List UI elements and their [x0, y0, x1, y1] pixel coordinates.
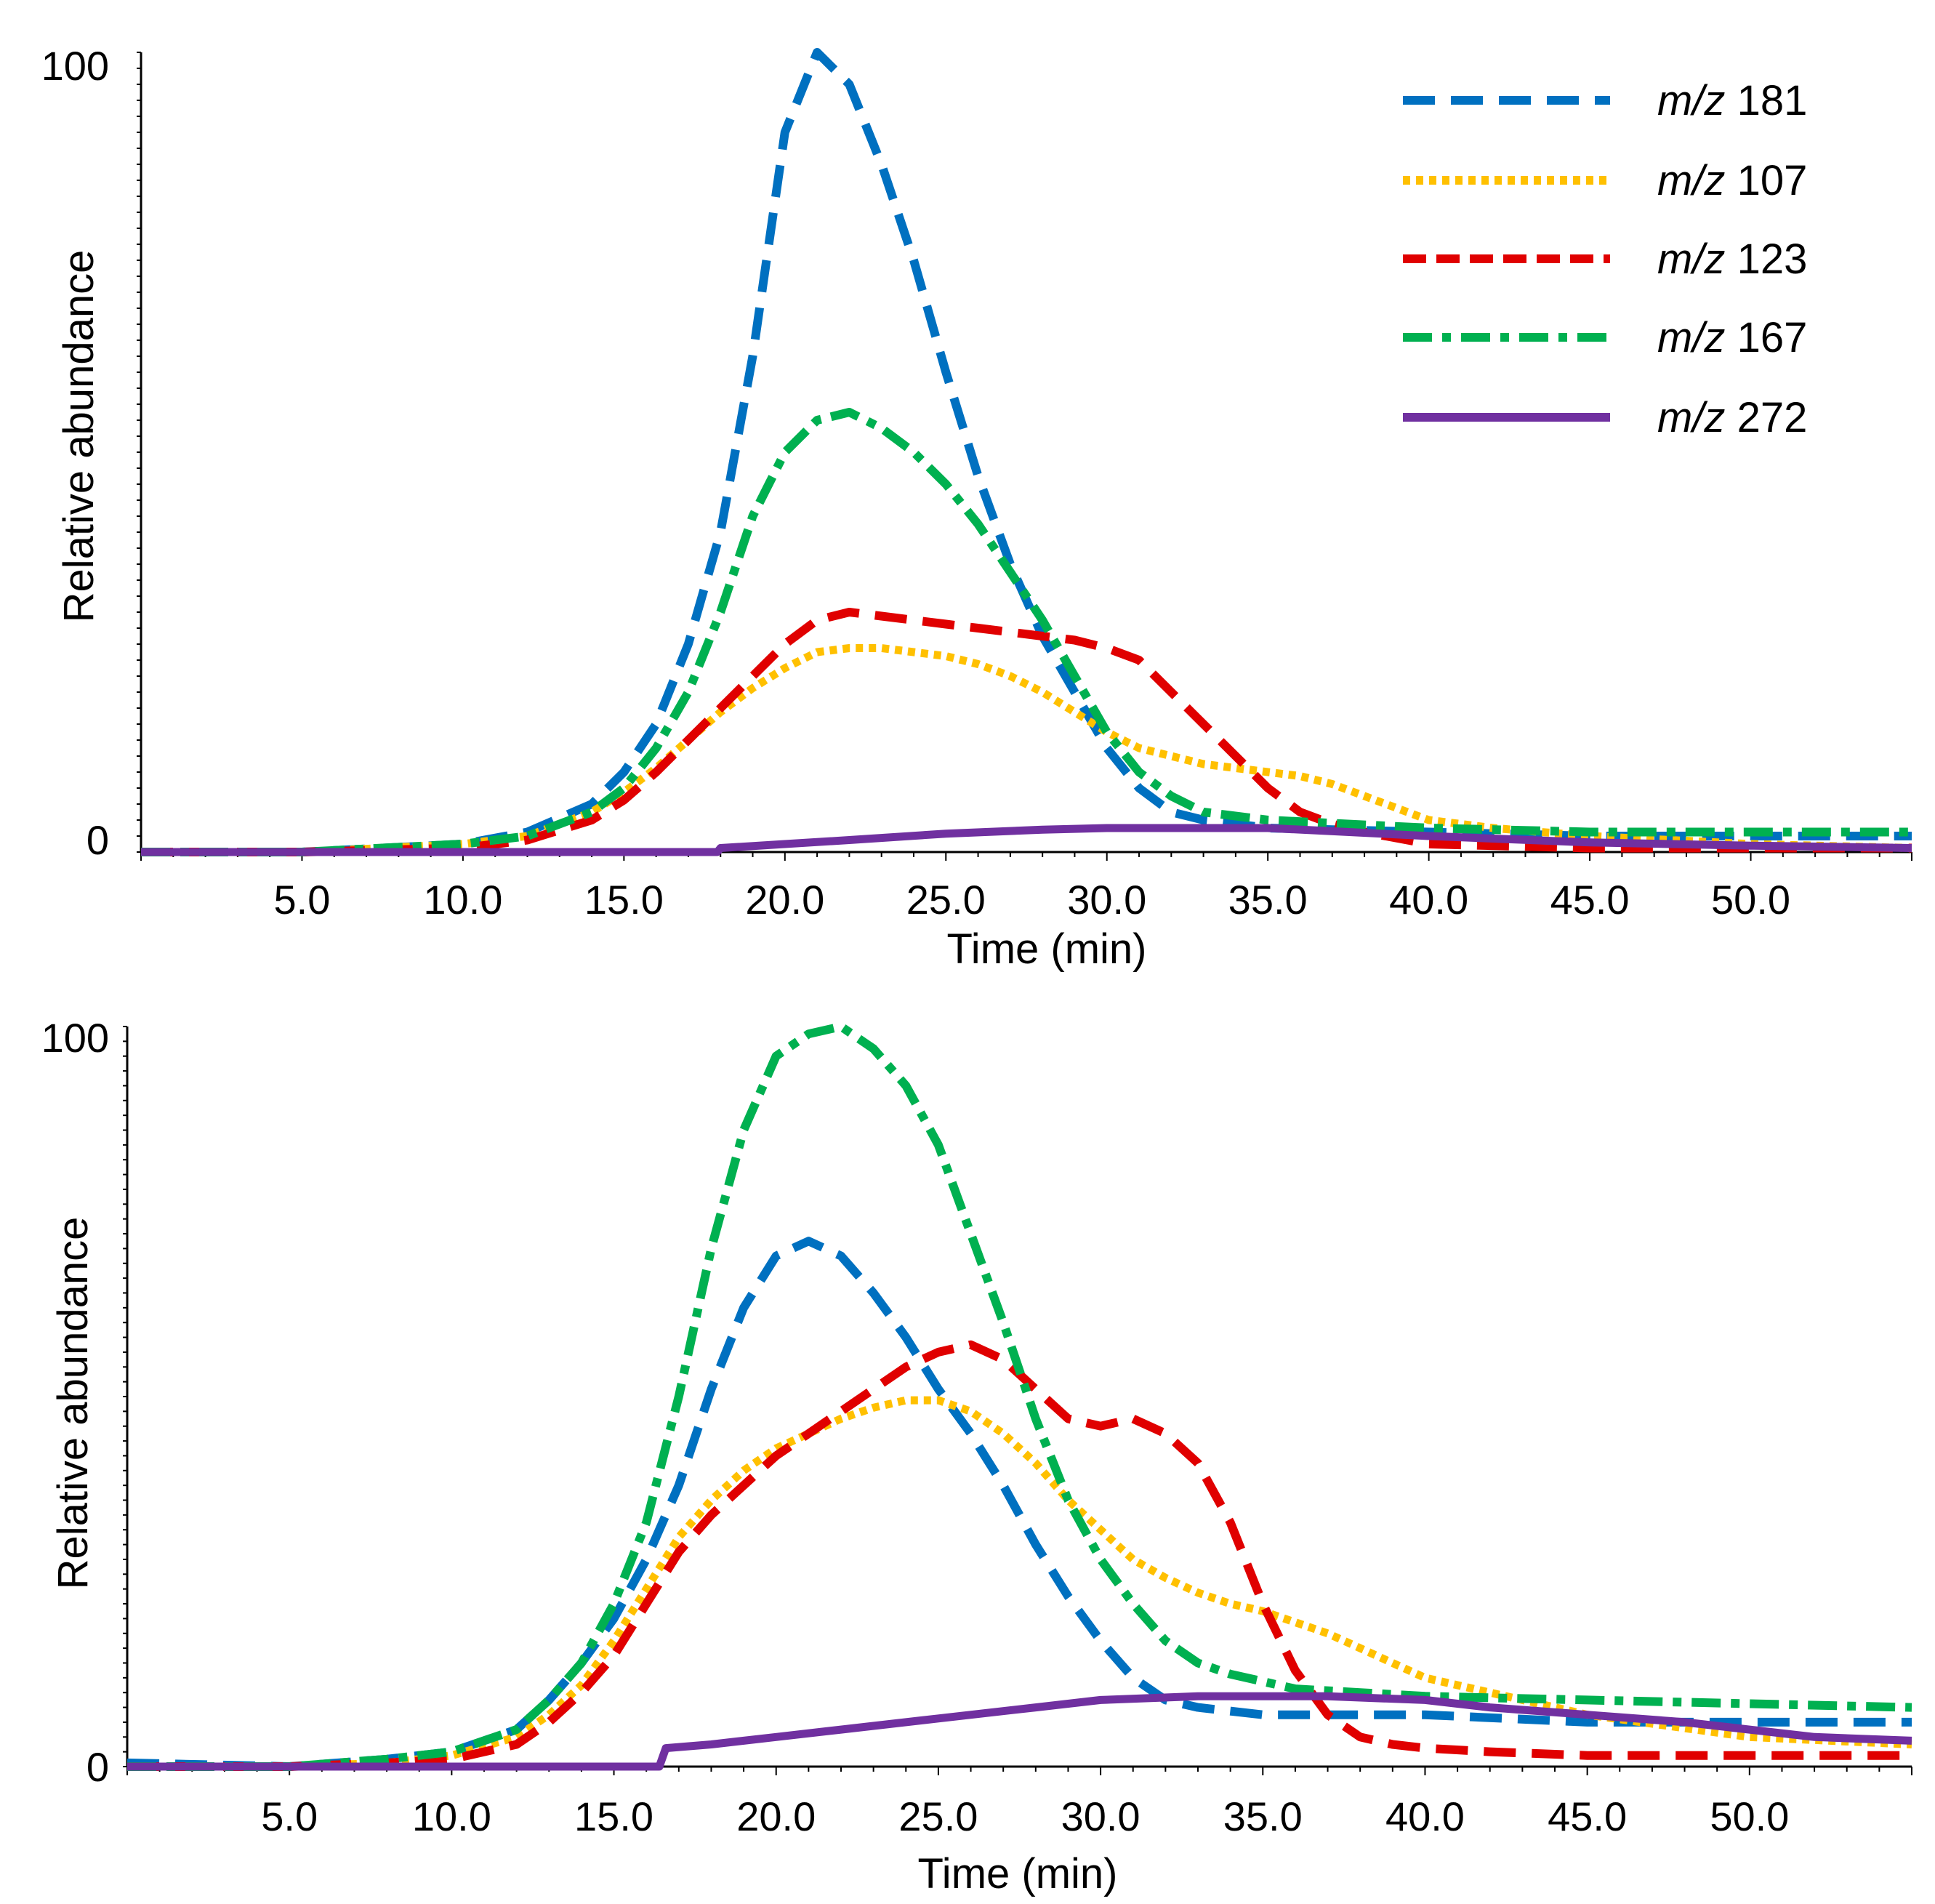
x-tick-label: 15.0 [584, 877, 664, 923]
series-line-mz123 [141, 608, 1912, 856]
x-tick-label: 25.0 [906, 877, 986, 923]
x-tick-label: 20.0 [736, 1793, 816, 1839]
minor-ticks [123, 1026, 1912, 1775]
series-line-mz272 [141, 824, 1912, 856]
legend-label-mz167: m/z 167 [1657, 314, 1807, 361]
y-tick-label-0: 0 [87, 1744, 109, 1790]
series-line-mz181 [126, 1237, 1912, 1771]
x-tick-label: 45.0 [1550, 877, 1630, 923]
y-axis-title: Relative abundance [49, 1217, 97, 1590]
x-tick-label: 10.0 [412, 1793, 491, 1839]
x-tick-label: 20.0 [745, 877, 824, 923]
x-tick-label: 40.0 [1385, 1793, 1465, 1839]
series-line-mz167 [141, 408, 1912, 856]
x-tick-label: 35.0 [1228, 877, 1308, 923]
series-line-mz107 [141, 644, 1912, 856]
legend-entry-mz107: m/z 107 [1403, 157, 1807, 204]
series-line-mz123 [127, 1340, 1912, 1771]
legend-entry-mz272: m/z 272 [1403, 394, 1807, 441]
legend: m/z 181 m/z 107 m/z 123 [1403, 77, 1807, 441]
bottom-panel: 5.0 10.0 15.0 20.0 25.0 30.0 35.0 40.0 45.0 50.0 … [41, 1015, 1912, 1897]
y-tick-label-100: 100 [41, 1015, 109, 1061]
top-panel: 5.0 10.0 15.0 20.0 25.0 30.0 35.0 40.0 45.0 50.0 … [41, 43, 1912, 973]
x-tick-labels: 5.0 10.0 15.0 20.0 25.0 30.0 35.0 40.0 45.0 50.0 [261, 1793, 1789, 1839]
series-line-mz167 [127, 1022, 1912, 1771]
x-tick-label: 45.0 [1548, 1793, 1627, 1839]
minor-ticks [137, 52, 1912, 861]
legend-label-mz107: m/z 107 [1657, 157, 1807, 204]
series-layer [141, 48, 1912, 856]
x-tick-label: 50.0 [1710, 1793, 1789, 1839]
series-line-mz272 [127, 1692, 1912, 1771]
legend-entry-mz167: m/z 167 [1403, 314, 1807, 361]
series-line-mz107 [127, 1396, 1912, 1771]
x-tick-label: 30.0 [1067, 877, 1146, 923]
x-tick-label: 5.0 [261, 1793, 318, 1839]
legend-entry-mz123: m/z 123 [1403, 236, 1807, 283]
x-tick-label: 35.0 [1223, 1793, 1303, 1839]
x-tick-label: 25.0 [898, 1793, 978, 1839]
legend-label-mz181: m/z 181 [1657, 77, 1807, 124]
y-axis-title: Relative abundance [55, 250, 102, 623]
legend-entry-mz181: m/z 181 [1403, 77, 1807, 124]
x-tick-label: 40.0 [1389, 877, 1468, 923]
x-axis-title: Time (min) [947, 925, 1147, 973]
legend-label-mz123: m/z 123 [1657, 236, 1807, 283]
x-tick-label: 5.0 [274, 877, 331, 923]
legend-label-mz272: m/z 272 [1657, 394, 1807, 441]
series-line-mz181 [141, 48, 1912, 856]
y-tick-label-100: 100 [41, 43, 109, 89]
series-layer [126, 1022, 1912, 1771]
x-axis-title: Time (min) [918, 1850, 1118, 1897]
y-tick-label-0: 0 [87, 817, 109, 863]
x-tick-label: 10.0 [423, 877, 502, 923]
x-tick-label: 15.0 [574, 1793, 653, 1839]
x-tick-label: 50.0 [1711, 877, 1790, 923]
x-tick-labels: 5.0 10.0 15.0 20.0 25.0 30.0 35.0 40.0 45.0 50.0 [274, 877, 1791, 923]
x-tick-label: 30.0 [1061, 1793, 1141, 1839]
